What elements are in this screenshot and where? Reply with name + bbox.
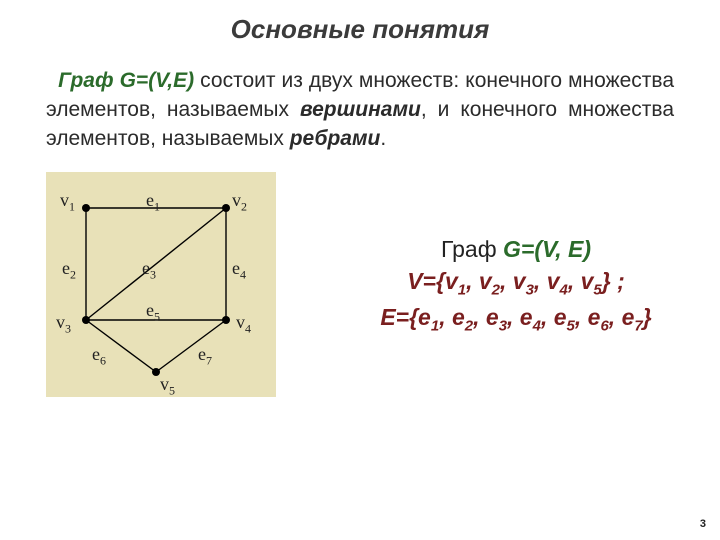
formula-graph-line: Граф G=(V, E) — [336, 233, 696, 265]
graph-edge-label: e3 — [142, 258, 156, 283]
page-number: 3 — [700, 518, 706, 530]
graph-edge-label: e6 — [92, 344, 106, 369]
graph-node-label: v2 — [232, 190, 247, 215]
formulas-block: Граф G=(V, E) V={v1, v2, v3, v4, v5} ; E… — [336, 233, 696, 336]
formula-e-set: E={e1, e2, e3, e4, e5, e6, e7} — [336, 301, 696, 337]
graph-edge-label: e5 — [146, 300, 160, 325]
term-vertices: вершинами — [300, 98, 421, 121]
content-row: v1 v2 v3 v4 v5 e1 e2 e3 e4 e5 e6 e7 Граф G=(V, E) V… — [0, 172, 720, 397]
graph-node-label: v3 — [56, 312, 71, 337]
graph-diagram: v1 v2 v3 v4 v5 e1 e2 e3 e4 e5 e6 e7 — [46, 172, 276, 397]
term-edges: ребрами — [290, 127, 381, 150]
graph-symbol: Граф G=(V,E) — [58, 69, 194, 92]
graph-edge-label: e1 — [146, 190, 160, 215]
graph-node-label: v5 — [160, 374, 175, 399]
graph-edge-label: e4 — [232, 258, 246, 283]
formula-graph-g: G=(V, E) — [503, 236, 591, 262]
graph-node-label: v4 — [236, 312, 251, 337]
para-text-3: . — [380, 127, 386, 150]
formula-v-set: V={v1, v2, v3, v4, v5} ; — [336, 265, 696, 301]
graph-edge-label: e7 — [198, 344, 212, 369]
graph-edge-label: e2 — [62, 258, 76, 283]
slide-title: Основные понятия — [0, 0, 720, 45]
definition-paragraph: Граф G=(V,E) состоит из двух множеств: к… — [46, 67, 674, 154]
slide: Основные понятия Граф G=(V,E) состоит из… — [0, 0, 720, 540]
formula-pre: Граф — [441, 236, 503, 262]
graph-node-label: v1 — [60, 190, 75, 215]
